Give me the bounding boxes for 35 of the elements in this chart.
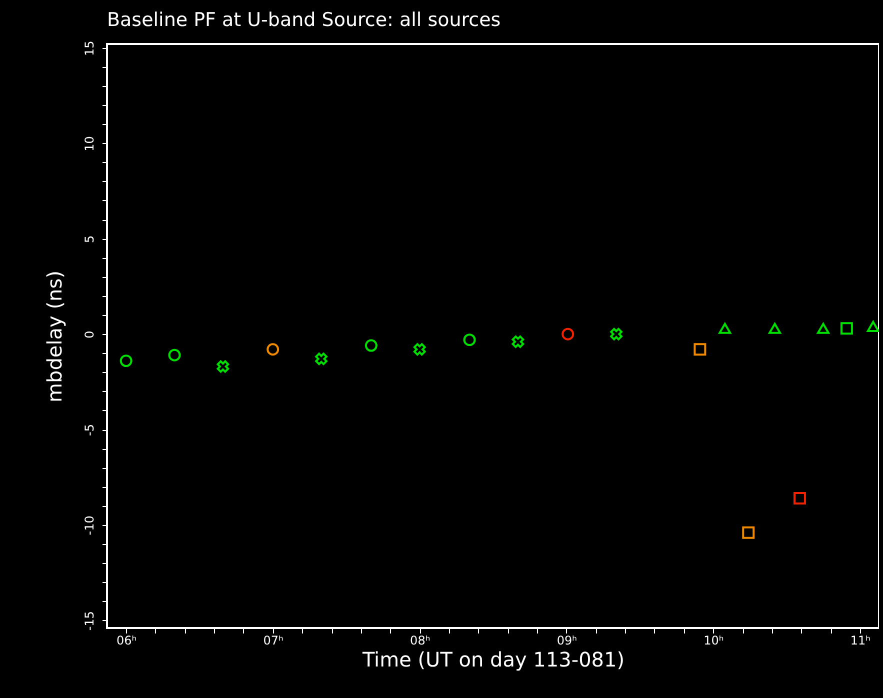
point	[364, 339, 378, 352]
point	[168, 348, 181, 362]
point	[120, 354, 132, 368]
y-tick-label: -10	[82, 516, 96, 536]
point	[610, 328, 622, 340]
point	[718, 322, 732, 334]
y-tick-label: 5	[82, 235, 96, 243]
point	[216, 360, 230, 373]
y-tick-label: -15	[82, 611, 96, 631]
point	[562, 328, 574, 340]
point	[816, 322, 830, 334]
x-tick-label: 09ʰ	[556, 634, 578, 648]
x-tick-label: 08ʰ	[410, 634, 430, 648]
point	[866, 320, 879, 332]
point	[315, 352, 328, 366]
x-tick-label: 11ʰ	[850, 634, 871, 648]
point	[694, 343, 706, 356]
y-tick-label: 0	[82, 330, 96, 338]
x-axis-title: Time (UT on day 113-081)	[361, 648, 625, 672]
point	[768, 322, 782, 334]
y-axis-title: mbdelay (ns)	[42, 270, 66, 402]
chart-title: Baseline PF at U-band Source: all sources	[107, 9, 501, 32]
point	[512, 336, 524, 348]
point	[794, 492, 806, 504]
point	[840, 322, 853, 335]
x-tick-label: 06ʰ	[116, 634, 137, 648]
y-tick-label: 10	[82, 136, 96, 152]
y-tick-label: -5	[82, 424, 96, 436]
x-tick-label: 07ʰ	[263, 634, 284, 648]
point	[266, 343, 280, 356]
point	[463, 334, 476, 346]
y-tick-label: 15	[82, 40, 96, 56]
point	[413, 343, 426, 356]
x-tick-label: 10ʰ	[704, 634, 724, 648]
point	[742, 526, 755, 539]
